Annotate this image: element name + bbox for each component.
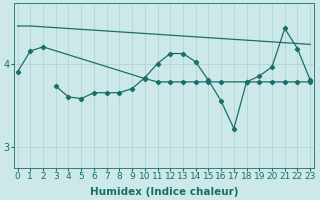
X-axis label: Humidex (Indice chaleur): Humidex (Indice chaleur) (90, 187, 238, 197)
